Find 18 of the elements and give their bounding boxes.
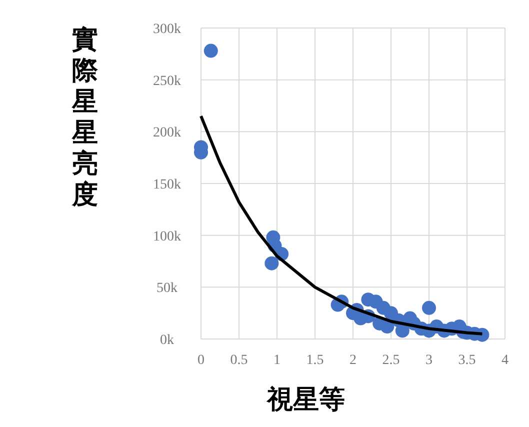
y-tick-label: 200k: [153, 126, 181, 141]
y-tick-label: 150k: [153, 178, 181, 192]
x-tick-label: 4: [502, 353, 508, 368]
y-axis-title: 實際星星亮度: [71, 25, 99, 210]
x-axis-title: 視星等: [266, 385, 345, 415]
x-tick-label: 3.5: [458, 353, 476, 368]
y-tick-label: 0k: [160, 333, 174, 348]
x-tick-label: 2: [350, 353, 356, 368]
x-tick-label: 0: [198, 353, 204, 368]
y-tick-label: 300k: [153, 22, 181, 37]
y-tick-label: 250k: [153, 74, 181, 89]
y-tick-label: 100k: [153, 229, 181, 244]
x-tick-label: 1: [274, 353, 280, 368]
x-tick-label: 0.5: [230, 353, 248, 368]
x-tick-label: 3: [426, 353, 432, 368]
x-tick-label: 2.5: [382, 353, 400, 368]
x-tick-label: 1.5: [306, 353, 324, 368]
y-tick-label: 50k: [156, 281, 178, 296]
